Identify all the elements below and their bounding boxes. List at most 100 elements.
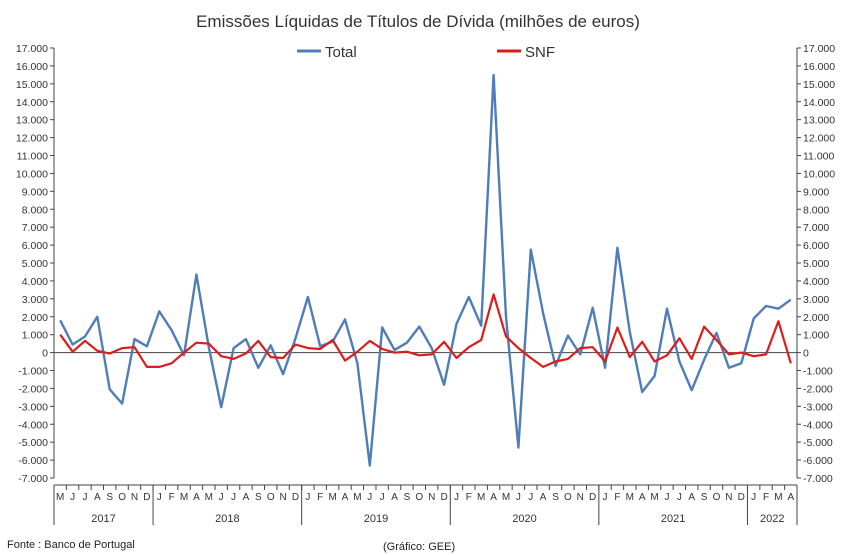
- source-note: Fonte : Banco de Portugal: [7, 539, 135, 551]
- credit-note: (Gráfico: GEE): [383, 541, 456, 553]
- y-tick-label-left: 0: [42, 348, 48, 360]
- y-tick-label-left: -3.000: [18, 401, 48, 413]
- y-tick-label-right: -5.000: [803, 437, 833, 449]
- month-label: F: [763, 492, 769, 503]
- legend-label-snf: SNF: [525, 44, 555, 61]
- y-tick-label-right: 10.000: [803, 168, 835, 180]
- y-tick-label-right: -7.000: [803, 473, 833, 485]
- month-label: A: [243, 492, 250, 503]
- y-tick-label-right: 16.000: [803, 61, 835, 73]
- month-label: J: [664, 492, 669, 503]
- year-label: 2017: [91, 513, 115, 525]
- y-tick-label-right: 9.000: [803, 186, 829, 198]
- month-label: F: [169, 492, 175, 503]
- y-tick-label-right: 5.000: [803, 258, 829, 270]
- month-label: A: [94, 492, 101, 503]
- month-label: S: [404, 492, 411, 503]
- month-label: N: [279, 492, 286, 503]
- month-label: S: [701, 492, 708, 503]
- y-tick-label-left: 10.000: [16, 168, 48, 180]
- month-label: N: [577, 492, 584, 503]
- y-tick-label-right: 13.000: [803, 115, 835, 127]
- month-label: A: [342, 492, 349, 503]
- series-line-total: [59, 73, 792, 467]
- month-label: D: [589, 492, 596, 503]
- month-label: S: [255, 492, 262, 503]
- month-label: M: [180, 492, 188, 503]
- y-tick-label-right: 3.000: [803, 294, 829, 306]
- month-label: J: [305, 492, 310, 503]
- y-tick-label-right: -6.000: [803, 455, 833, 467]
- month-label: J: [380, 492, 385, 503]
- y-tick-label-left: 16.000: [16, 61, 48, 73]
- month-label: M: [774, 492, 782, 503]
- y-axis-left: 17.000 16.000 15.000 14.000 13.000 12.000 11.0…: [16, 43, 55, 485]
- y-tick-label-right: 7.000: [803, 222, 829, 234]
- month-label: A: [639, 492, 646, 503]
- year-label: 2021: [661, 513, 685, 525]
- year-label: 2019: [364, 513, 388, 525]
- month-label: O: [564, 492, 572, 503]
- month-label: A: [490, 492, 497, 503]
- y-tick-label-right: 1.000: [803, 330, 829, 342]
- month-label: N: [725, 492, 732, 503]
- month-label: M: [56, 492, 64, 503]
- month-label: M: [626, 492, 634, 503]
- month-label: M: [477, 492, 485, 503]
- y-tick-label-right: -2.000: [803, 383, 833, 395]
- month-label: M: [502, 492, 510, 503]
- y-tick-label-left: 4.000: [22, 276, 48, 288]
- month-label: S: [552, 492, 559, 503]
- month-label: M: [328, 492, 336, 503]
- month-label: O: [267, 492, 275, 503]
- y-tick-label-left: -7.000: [18, 473, 48, 485]
- y-tick-label-right: 15.000: [803, 79, 835, 91]
- month-label: D: [440, 492, 447, 503]
- y-tick-label-right: 12.000: [803, 133, 835, 145]
- year-label: 2020: [512, 513, 536, 525]
- series-layer: [59, 73, 792, 467]
- month-label: F: [317, 492, 323, 503]
- month-label: A: [391, 492, 398, 503]
- y-tick-label-right: 0: [803, 348, 809, 360]
- y-tick-label-right: 14.000: [803, 97, 835, 109]
- month-label: A: [787, 492, 794, 503]
- month-label: J: [367, 492, 372, 503]
- y-tick-label-right: 8.000: [803, 204, 829, 216]
- month-label: M: [650, 492, 658, 503]
- chart-title: Emissões Líquidas de Títulos de Dívida (…: [196, 12, 640, 31]
- month-label: N: [131, 492, 138, 503]
- y-tick-label-left: 3.000: [22, 294, 48, 306]
- series-line-snf: [59, 293, 792, 368]
- month-label: F: [614, 492, 620, 503]
- y-tick-label-left: -1.000: [18, 366, 48, 378]
- y-tick-label-left: 6.000: [22, 240, 48, 252]
- month-label: A: [688, 492, 695, 503]
- y-tick-label-left: 15.000: [16, 79, 48, 91]
- legend-label-total: Total: [325, 44, 357, 61]
- month-label: J: [751, 492, 756, 503]
- y-tick-label-right: -4.000: [803, 419, 833, 431]
- month-label: S: [106, 492, 113, 503]
- month-label: N: [428, 492, 435, 503]
- y-axis-right: 17.000 16.000 15.000 14.000 13.000 12.000 11.0…: [796, 43, 835, 485]
- y-tick-label-left: 5.000: [22, 258, 48, 270]
- month-label: J: [516, 492, 521, 503]
- month-label: A: [540, 492, 547, 503]
- y-tick-label-left: 11.000: [17, 151, 48, 163]
- month-label: J: [82, 492, 87, 503]
- y-tick-label-left: 2.000: [22, 312, 48, 324]
- y-tick-label-left: 17.000: [16, 43, 48, 55]
- month-label: O: [713, 492, 721, 503]
- month-label: J: [603, 492, 608, 503]
- y-tick-label-left: 12.000: [16, 133, 48, 145]
- y-tick-label-right: 4.000: [803, 276, 829, 288]
- y-tick-label-left: -6.000: [18, 455, 48, 467]
- y-tick-label-right: -3.000: [803, 401, 833, 413]
- legend: Total SNF: [297, 44, 555, 61]
- y-tick-label-right: -1.000: [803, 366, 833, 378]
- month-label: J: [677, 492, 682, 503]
- y-tick-label-left: -5.000: [18, 437, 48, 449]
